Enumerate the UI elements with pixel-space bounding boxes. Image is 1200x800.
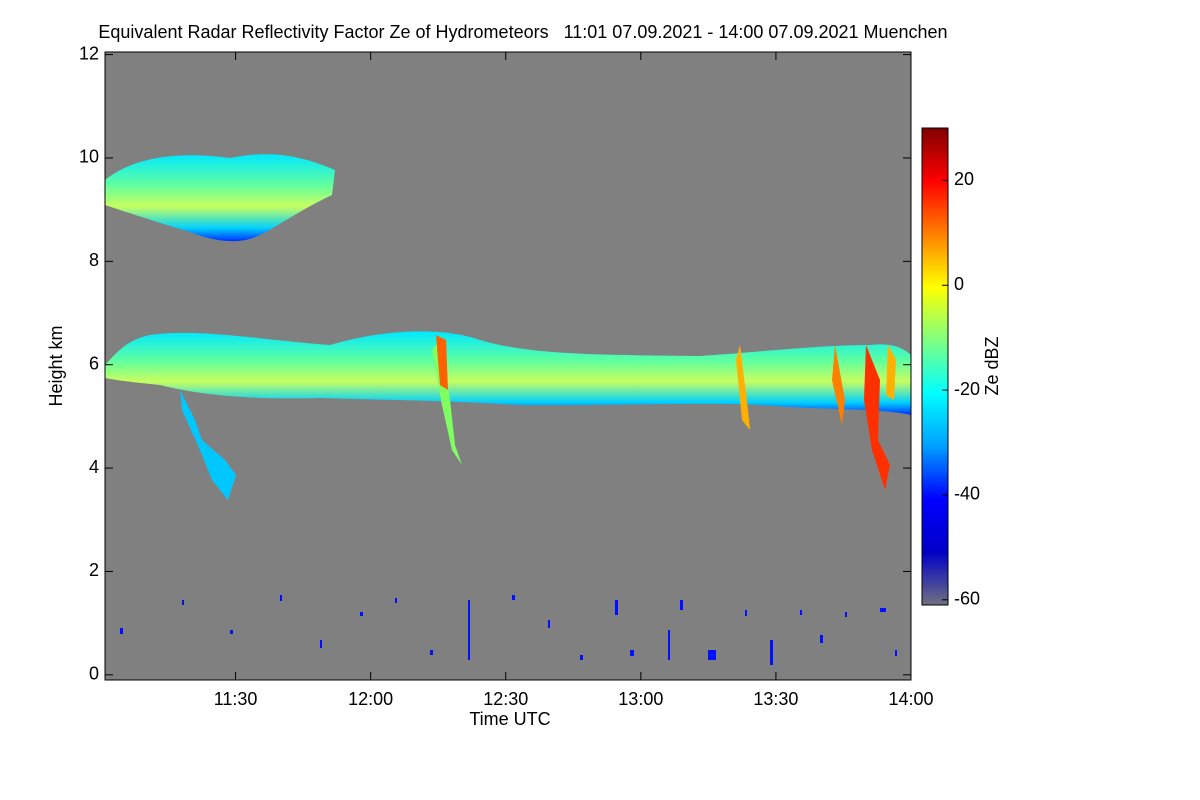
x-axis-label: Time UTC (469, 709, 550, 729)
y-tick-label: 10 (79, 147, 99, 167)
core (886, 345, 896, 400)
plot-frame (104, 51, 912, 681)
core (864, 345, 890, 490)
y-tick-label: 6 (89, 353, 99, 373)
colorbar-tick-label: -40 (954, 484, 980, 504)
fallstreak (180, 390, 236, 500)
x-tick-label: 11:30 (214, 689, 258, 709)
core (436, 335, 448, 390)
colorbar-tick-label: -60 (954, 589, 980, 609)
x-tick-label: 12:00 (348, 689, 393, 709)
colorbar-label: Ze dBZ (982, 336, 1002, 395)
mid-cloud (105, 331, 911, 415)
core (736, 345, 750, 430)
x-tick-label: 14:00 (888, 689, 933, 709)
y-tick-label: 4 (89, 457, 99, 477)
y-tick-label: 8 (89, 250, 99, 270)
colorbar-tick-label: 20 (954, 169, 974, 189)
y-tick-label: 2 (89, 560, 99, 580)
x-tick-label: 13:30 (753, 689, 798, 709)
y-tick-label: 0 (89, 664, 99, 684)
y-tick-label: 12 (79, 43, 99, 63)
colorbar-tick-label: 0 (954, 274, 964, 294)
x-tick-label: 13:00 (618, 689, 663, 709)
y-axis-label: Height km (46, 325, 66, 406)
chart-title: Equivalent Radar Reflectivity Factor Ze … (98, 22, 947, 42)
core (832, 345, 845, 425)
echo-layer (105, 154, 911, 665)
cirrus-cloud (105, 154, 335, 242)
noise (120, 595, 897, 665)
colorbar (921, 127, 949, 606)
colorbar-tick-label: -20 (954, 379, 980, 399)
x-tick-label: 12:30 (483, 689, 528, 709)
